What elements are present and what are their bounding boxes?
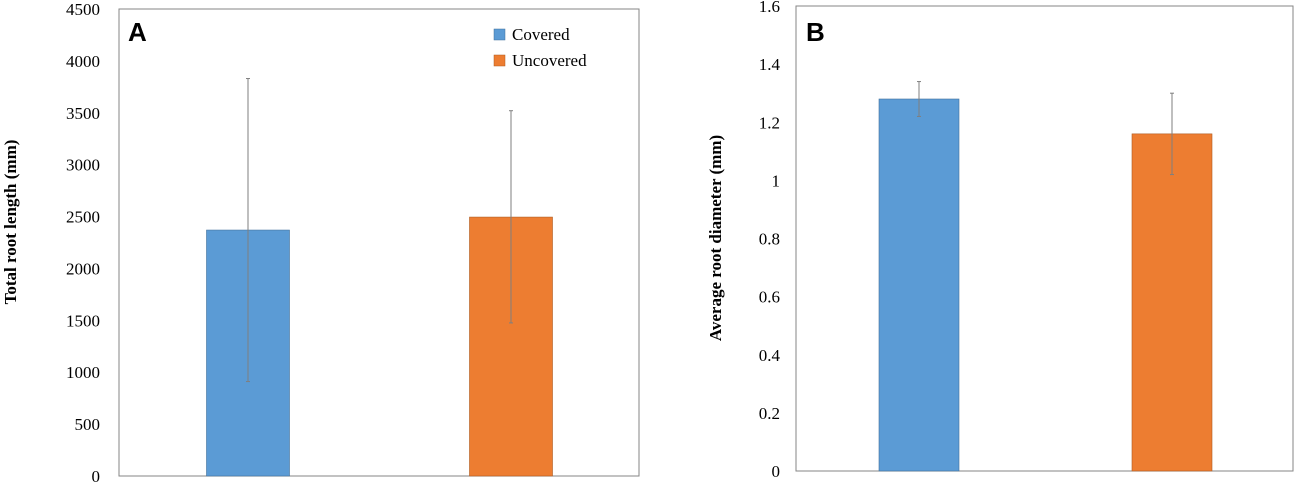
panel-a: A Total root length (mm) 0 500 1000 1500 200… bbox=[1, 0, 640, 484]
y-tick-label-a: 0 bbox=[92, 467, 101, 484]
y-tick-label-b: 0.4 bbox=[759, 346, 781, 365]
y-axis-title-a: Total root length (mm) bbox=[1, 140, 20, 305]
y-axis-title-b: Average root diameter (mm) bbox=[706, 135, 725, 341]
y-ticks-b: 0 0.2 0.4 0.6 0.8 1 1.2 1.4 1.6 bbox=[759, 0, 781, 481]
plot-area-a bbox=[118, 8, 640, 477]
y-tick-label-a: 3000 bbox=[66, 156, 100, 175]
y-tick-label-a: 2000 bbox=[66, 259, 100, 278]
y-tick-label-b: 1.6 bbox=[759, 0, 780, 16]
y-tick-label-a: 1500 bbox=[66, 311, 100, 330]
y-tick-label-b: 0 bbox=[772, 462, 781, 481]
legend-label-covered: Covered bbox=[512, 25, 570, 44]
y-tick-label-b: 0.6 bbox=[759, 288, 780, 307]
y-tick-label-b: 1.2 bbox=[759, 113, 780, 132]
y-tick-label-a: 3500 bbox=[66, 104, 100, 123]
y-tick-label-b: 1 bbox=[772, 171, 781, 190]
bar-covered-b bbox=[878, 98, 960, 472]
y-tick-label-a: 4000 bbox=[66, 52, 100, 71]
bar-uncovered-b bbox=[1131, 133, 1213, 472]
legend-swatch-uncovered bbox=[493, 54, 506, 67]
y-tick-label-a: 500 bbox=[75, 415, 101, 434]
y-ticks-a: 0 500 1000 1500 2000 2500 3000 3500 4000 4500 bbox=[66, 0, 100, 484]
panel-b: B Average root diameter (mm) 00.20.40.60… bbox=[706, 0, 1294, 481]
plot-area-b bbox=[795, 5, 1294, 472]
legend-label-uncovered: Uncovered bbox=[512, 51, 587, 70]
y-tick-label-a: 4500 bbox=[66, 0, 100, 19]
legend-swatch-covered bbox=[493, 28, 506, 41]
y-tick-label-b: 1.4 bbox=[759, 55, 781, 74]
panel-label-a: A bbox=[128, 17, 147, 47]
y-tick-label-a: 1000 bbox=[66, 363, 100, 382]
legend: Covered Uncovered bbox=[493, 25, 587, 70]
y-tick-label-a: 2500 bbox=[66, 208, 100, 227]
y-tick-label-b: 0.2 bbox=[759, 404, 780, 423]
bars-b bbox=[878, 81, 1213, 472]
bars-a bbox=[206, 78, 553, 477]
panel-label-b: B bbox=[806, 17, 825, 47]
y-tick-label-b: 0.8 bbox=[759, 230, 780, 249]
